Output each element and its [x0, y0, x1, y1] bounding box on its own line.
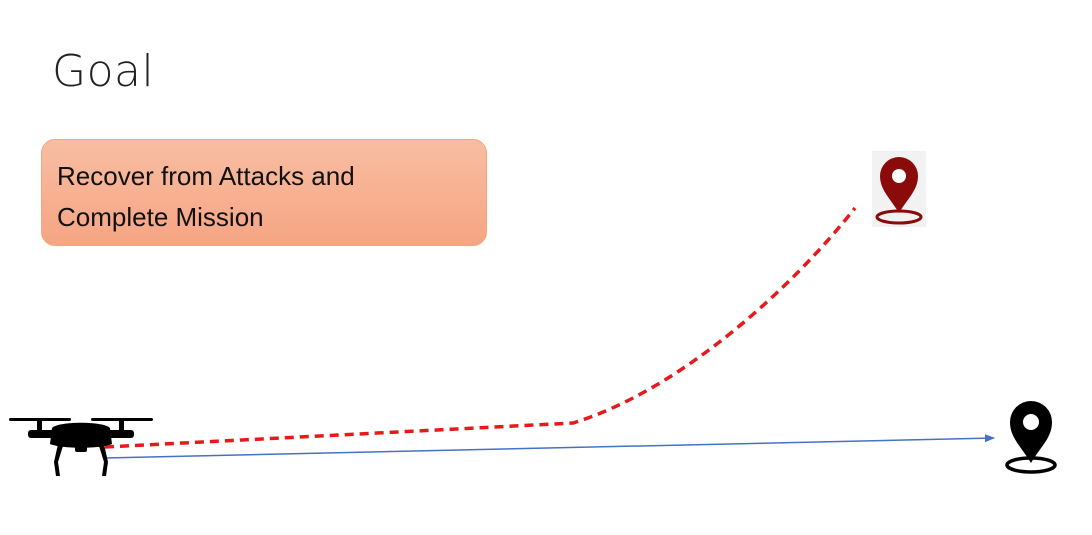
goal-box: Recover from Attacks and Complete Missio…: [41, 139, 487, 246]
attack-destination-pin: [872, 151, 926, 227]
slide-title: Goal: [52, 46, 155, 97]
attacked-path: [104, 206, 857, 449]
goal-box-line-1: Recover from Attacks and: [57, 161, 355, 191]
planned-path-arrow: [104, 434, 995, 459]
drone-icon: [9, 418, 153, 476]
planned-destination-pin: [1005, 401, 1057, 474]
goal-box-line-2: Complete Mission: [57, 202, 264, 232]
